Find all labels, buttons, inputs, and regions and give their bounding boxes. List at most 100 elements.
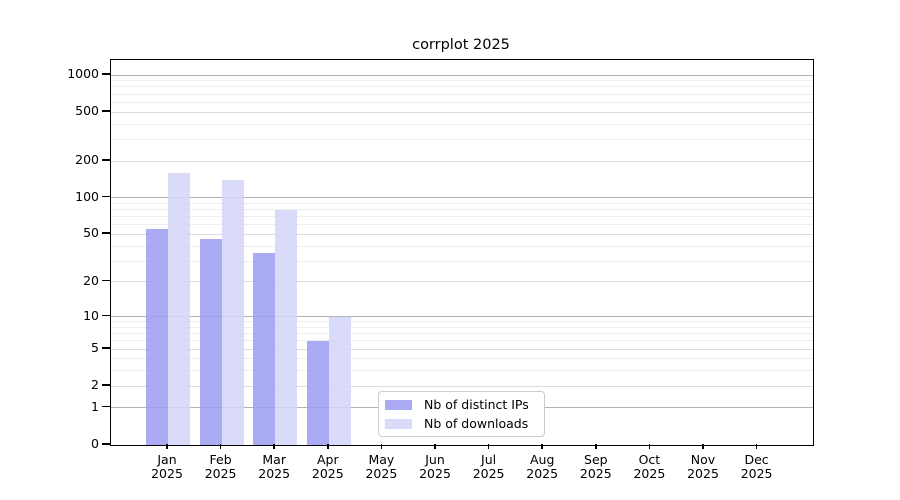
x-tick-month: Mar: [262, 452, 286, 467]
x-tick-mark-feb: [219, 444, 222, 449]
y-tick-mark-500: [102, 110, 110, 112]
y-tick-label-20: 20: [83, 272, 99, 288]
y-tick-mark-0: [102, 443, 110, 445]
bar-downloads: [328, 316, 351, 445]
gridline-60: [111, 224, 813, 226]
x-tick-year: 2025: [740, 466, 773, 481]
legend-label-distinct-ips: Nb of distinct IPs: [424, 397, 529, 412]
x-tick-label-dec: Dec 2025: [726, 453, 788, 481]
x-tick-month: Feb: [209, 452, 232, 467]
x-tick-month: Jul: [481, 452, 497, 467]
x-tick-month: Oct: [638, 452, 661, 467]
x-tick-label-aug: Aug 2025: [511, 453, 573, 481]
gridline-6: [111, 340, 813, 342]
bar-downloads: [221, 180, 244, 445]
gridline-3: [111, 370, 813, 372]
legend-swatch-distinct-ips-icon: [385, 399, 412, 410]
bar-downloads: [168, 172, 190, 445]
x-tick-month: Jan: [157, 452, 177, 467]
x-tick-month: Nov: [690, 452, 716, 467]
gridline-400: [111, 123, 813, 125]
y-tick-label-500: 500: [75, 103, 99, 119]
x-tick-year: 2025: [419, 466, 451, 481]
x-tick-month: May: [368, 452, 395, 467]
gridline-8: [111, 326, 813, 328]
gridline-50: [111, 233, 813, 235]
y-tick-mark-50: [102, 232, 110, 234]
legend-swatch-downloads-icon: [385, 418, 412, 429]
y-tick-mark-200: [102, 159, 110, 161]
y-tick-label-0: 0: [91, 436, 99, 451]
x-tick-mark-mar: [273, 444, 275, 449]
y-tick-label-1: 1: [91, 398, 99, 414]
gridline-4: [111, 358, 813, 360]
gridline-500: [111, 111, 813, 113]
y-tick-label-5: 5: [91, 340, 99, 356]
y-tick-label-1000: 1000: [67, 66, 99, 82]
y-tick-label-2: 2: [91, 377, 99, 393]
bar-distinct-ips: [306, 340, 329, 445]
x-tick-month: Aug: [529, 452, 555, 467]
legend-item-downloads: Nb of downloads: [385, 416, 538, 431]
gridline-800: [111, 86, 813, 88]
x-tick-label-feb: Feb 2025: [190, 453, 252, 481]
plot-area: [110, 59, 814, 446]
gridline-40: [111, 245, 813, 247]
gridline-80: [111, 209, 813, 211]
gridline-700: [111, 93, 813, 95]
x-tick-mark-may: [380, 444, 383, 449]
gridline-2: [111, 385, 813, 387]
x-tick-label-sep: Sep 2025: [565, 453, 627, 481]
x-tick-year: 2025: [579, 466, 612, 481]
y-tick-mark-5: [102, 347, 110, 349]
gridline-1000: [111, 74, 813, 76]
legend-item-distinct-ips: Nb of distinct IPs: [385, 397, 538, 412]
gridline-100: [111, 197, 813, 199]
gridline-9: [111, 321, 813, 323]
y-tick-mark-1000: [102, 73, 110, 75]
gridline-30: [111, 260, 813, 262]
x-tick-label-jul: Jul 2025: [458, 453, 520, 481]
x-tick-mark-aug: [541, 444, 543, 449]
legend-label-downloads: Nb of downloads: [424, 416, 529, 431]
x-tick-month: Sep: [584, 452, 608, 467]
gridline-600: [111, 101, 813, 103]
gridline-900: [111, 80, 813, 82]
x-tick-mark-oct: [648, 444, 651, 449]
x-tick-mark-jan: [166, 444, 168, 449]
x-tick-label-jan: Jan 2025: [136, 453, 198, 481]
x-tick-year: 2025: [151, 466, 183, 481]
x-tick-month: Jun: [425, 452, 445, 467]
x-tick-year: 2025: [258, 466, 291, 481]
gridline-10: [111, 316, 813, 318]
gridline-5: [111, 348, 813, 350]
y-tick-mark-10: [102, 314, 110, 317]
y-tick-mark-20: [102, 279, 110, 282]
y-tick-mark-1: [102, 405, 110, 408]
y-tick-label-100: 100: [75, 188, 99, 204]
x-tick-label-may: May 2025: [350, 453, 412, 481]
x-tick-year: 2025: [472, 466, 505, 481]
x-tick-label-apr: Apr 2025: [297, 453, 359, 481]
x-tick-mark-dec: [755, 444, 758, 449]
x-tick-year: 2025: [311, 466, 344, 481]
y-tick-label-10: 10: [83, 307, 99, 323]
legend: Nb of distinct IPs Nb of downloads: [378, 391, 545, 437]
gridline-20: [111, 281, 813, 283]
x-tick-month: Dec: [744, 452, 769, 467]
gridline-90: [111, 202, 813, 204]
bar-distinct-ips: [199, 238, 222, 445]
y-tick-mark-2: [102, 384, 110, 386]
gridline-7: [111, 333, 813, 335]
y-tick-label-50: 50: [83, 225, 99, 241]
y-tick-label-200: 200: [75, 152, 99, 168]
x-tick-month: Apr: [316, 452, 339, 467]
x-tick-mark-jun: [434, 444, 436, 449]
x-tick-mark-sep: [595, 444, 597, 449]
x-tick-year: 2025: [526, 466, 559, 481]
gridline-200: [111, 160, 813, 162]
chart-title: corrplot 2025: [412, 37, 510, 53]
x-tick-label-oct: Oct 2025: [618, 453, 680, 481]
x-tick-mark-jul: [487, 444, 490, 449]
